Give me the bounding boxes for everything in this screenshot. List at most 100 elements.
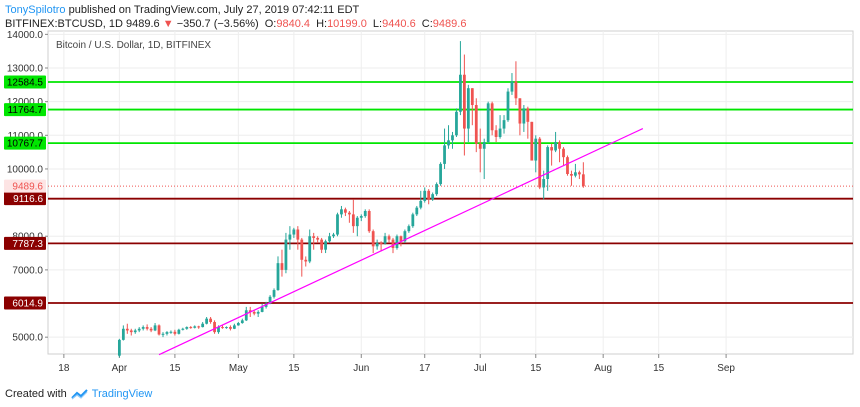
candle-body	[312, 236, 316, 238]
candle-body	[145, 327, 149, 329]
level-label: 12584.5	[7, 77, 44, 88]
chart-title: Bitcoin / U.S. Dollar, 1D, BITFINEX	[56, 40, 211, 51]
candle-body	[510, 81, 514, 92]
candle-body	[581, 174, 585, 187]
candle-body	[332, 234, 335, 237]
author-link[interactable]: TonySpilotro	[5, 4, 66, 16]
candle-body	[407, 226, 411, 232]
y-tick-label: 7000.0	[12, 265, 43, 276]
candle-body	[577, 172, 581, 175]
candle-body	[522, 108, 526, 124]
candle-body	[217, 327, 220, 333]
candle-body	[205, 318, 209, 324]
high-value: 10199.0	[327, 18, 367, 30]
candle-body	[506, 91, 510, 121]
candle-body	[256, 311, 260, 314]
candle-body	[292, 229, 296, 235]
candle-body	[494, 130, 498, 137]
x-tick-label: Aug	[594, 363, 612, 374]
candle-body	[482, 142, 486, 149]
candle-body	[252, 311, 256, 314]
ohlc-info: BITFINEX:BTCUSD, 1D 9489.6 ▼ −350.7 (−3.…	[5, 18, 466, 30]
candle-body	[530, 121, 534, 161]
candle-body	[213, 322, 216, 333]
x-tick-label: 15	[169, 363, 181, 374]
y-tick-label: 10000.0	[7, 164, 44, 175]
level-label-box	[4, 296, 46, 310]
level-label: 10767.7	[7, 139, 44, 150]
candle-body	[268, 296, 272, 304]
candle-body	[466, 88, 470, 129]
candle-body	[351, 214, 355, 227]
y-tick-label: 13000.0	[7, 64, 44, 75]
candle-body	[554, 142, 557, 151]
y-tick-label: 11000.0	[8, 131, 44, 142]
candle-body	[117, 339, 121, 356]
candle-body	[411, 214, 415, 227]
high-label: H:	[316, 18, 328, 30]
candle-body	[169, 331, 173, 333]
candle-body	[375, 242, 379, 247]
candle-body	[248, 310, 252, 312]
x-axis: 18 Apr 15 May 15 Jun 17 Jul 15 Aug 15 Sep	[58, 354, 735, 374]
candle-body	[189, 327, 193, 329]
open-value: 9840.4	[276, 18, 310, 30]
candle-body	[129, 330, 133, 333]
candle-body	[344, 209, 347, 213]
candle-body	[355, 217, 359, 227]
candle-body	[141, 327, 145, 329]
trendline-group	[158, 128, 644, 356]
candle-body	[359, 216, 363, 218]
level-label-box	[4, 236, 46, 250]
candle-body	[149, 328, 153, 331]
candle-body	[236, 323, 240, 326]
close-label: C:	[421, 18, 433, 30]
candle-body	[340, 209, 343, 215]
candle-body	[470, 88, 474, 106]
x-tick-label: 18	[58, 363, 70, 374]
candle-body	[423, 190, 427, 201]
level-labels: 12584.5 11764.7 10767.7 9116.6 7787.3 6014.9 9…	[4, 75, 46, 310]
last-price-label: 9489.6	[12, 182, 43, 193]
candle-body	[328, 236, 331, 242]
candle-body	[288, 234, 292, 240]
candle-body	[320, 239, 324, 250]
triangle-down-icon: ▼	[162, 18, 174, 30]
level-label: 11764.7	[8, 105, 44, 116]
candle-body	[451, 135, 454, 141]
candle-body	[367, 211, 371, 232]
candle-body	[347, 212, 351, 215]
candle-body	[474, 105, 478, 144]
candle-body	[447, 140, 450, 146]
candle-body	[455, 111, 458, 136]
candle-body	[300, 239, 304, 260]
candle-body	[574, 172, 577, 176]
candle-body	[157, 325, 161, 335]
tradingview-link[interactable]: TradingView	[91, 388, 153, 400]
candle-body	[185, 327, 189, 329]
level-label: 9116.6	[13, 194, 43, 205]
y-tick-label: 12000.0	[7, 97, 44, 108]
candle-body	[304, 259, 308, 262]
level-label-box	[4, 136, 46, 150]
x-tick-label: 15	[530, 363, 542, 374]
candle-body	[514, 81, 518, 99]
candle-body	[173, 331, 177, 334]
candle-body	[229, 327, 232, 329]
candle-body	[379, 242, 383, 244]
x-tick-label: Jul	[474, 363, 487, 374]
candle-body	[260, 306, 264, 312]
level-label: 7787.3	[12, 239, 43, 250]
low-value: 9440.6	[382, 18, 416, 30]
candle-body	[427, 190, 431, 200]
level-label-box	[4, 192, 46, 206]
candle-body	[193, 326, 197, 328]
candle-body	[240, 320, 244, 324]
candle-body	[225, 327, 228, 329]
candle-body	[276, 263, 280, 291]
candle-body	[562, 148, 565, 158]
candle-body	[121, 328, 125, 340]
candle-body	[181, 328, 185, 330]
candle-body	[550, 147, 554, 151]
